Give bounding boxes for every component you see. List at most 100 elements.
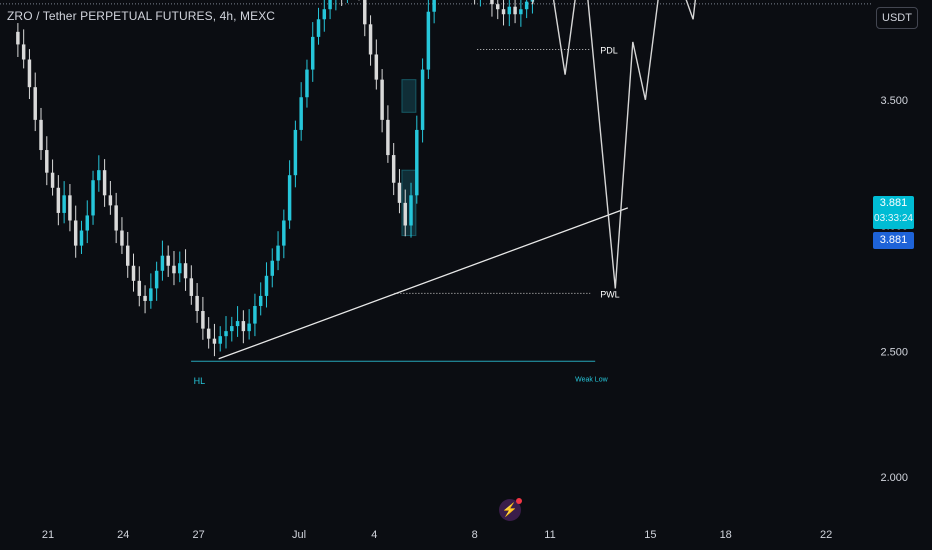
level-label-pdl: PDL: [600, 45, 618, 55]
candle-body: [230, 326, 234, 332]
candle-body: [311, 36, 315, 70]
candle-body: [183, 263, 188, 279]
candle-body: [363, 0, 367, 25]
candle-body: [143, 295, 147, 301]
candle-body: [328, 0, 332, 10]
candle-body: [415, 129, 419, 196]
y-tick-label: 2.500: [880, 346, 908, 358]
current-price-value: 3.881: [879, 197, 908, 209]
candle-body: [235, 321, 240, 327]
candle-body: [21, 44, 26, 60]
candle-body: [519, 9, 523, 15]
candle-body: [305, 69, 309, 98]
candle-body: [224, 331, 228, 337]
candle-body: [50, 172, 55, 188]
candle-body: [16, 31, 20, 45]
candle-body: [91, 180, 95, 216]
candle-body: [114, 205, 118, 231]
candle-body: [62, 195, 66, 213]
last-price-tag: 3.881: [873, 232, 914, 249]
currency-button[interactable]: USDT: [876, 7, 918, 29]
bar-countdown: 03:33:24: [874, 213, 913, 224]
candle-body: [68, 195, 72, 221]
x-tick-label: 27: [192, 529, 204, 541]
x-tick-label: 18: [720, 529, 732, 541]
candle-body: [432, 0, 436, 12]
x-tick-label: 15: [644, 529, 656, 541]
candle-body: [27, 59, 32, 88]
candle-body: [149, 288, 153, 301]
candle-body: [287, 175, 292, 221]
candle-body: [426, 11, 431, 70]
candle-body: [120, 230, 124, 246]
x-tick-label: 24: [117, 529, 129, 541]
candle-body: [247, 323, 251, 332]
candle-body: [56, 187, 61, 213]
x-tick-label: 11: [544, 529, 555, 541]
x-tick-label: 4: [371, 529, 377, 541]
candle-body: [496, 4, 500, 10]
candle-body: [507, 6, 512, 15]
candle-body: [160, 255, 165, 271]
candle-body: [108, 195, 113, 206]
candle-body: [368, 24, 373, 55]
candle-body: [316, 19, 321, 37]
candle-body: [189, 278, 194, 296]
x-tick-label: Jul: [292, 529, 306, 541]
candle-body: [97, 170, 101, 181]
candle-body: [218, 336, 222, 344]
chart-title: ZRO / Tether PERPETUAL FUTURES, 4h, MEXC: [7, 9, 276, 23]
candle-body: [513, 6, 517, 15]
candle-body: [391, 155, 396, 183]
candle-body: [212, 338, 217, 344]
annotation-hl: HL: [194, 376, 206, 386]
order-block-box: [401, 169, 417, 237]
candle-body: [85, 215, 89, 231]
candle-body: [241, 321, 246, 332]
candle-body: [386, 119, 390, 156]
candle-body: [374, 54, 379, 80]
candle-body: [276, 245, 280, 261]
candle-body: [490, 0, 494, 5]
candle-body: [33, 87, 37, 120]
candle-body: [178, 263, 182, 274]
candle-body: [293, 129, 298, 176]
candle-body: [166, 255, 170, 266]
candle-body: [270, 260, 274, 276]
level-label-pwl: PWL: [600, 289, 620, 299]
candle-body: [79, 230, 84, 246]
y-tick-label: 2.000: [880, 472, 908, 484]
candle-body: [397, 182, 402, 203]
trendline: [218, 207, 629, 360]
candle-body: [195, 295, 199, 312]
candle-body: [102, 170, 107, 196]
candle-body: [73, 220, 78, 246]
flash-icon[interactable]: ⚡: [499, 498, 522, 521]
x-tick-label: 21: [42, 529, 54, 541]
candle-body: [258, 295, 263, 306]
candle-body: [253, 305, 257, 324]
notification-dot: [516, 498, 522, 504]
x-tick-label: 8: [472, 529, 478, 541]
y-tick-label: 3.500: [880, 95, 908, 107]
order-block-box: [401, 79, 417, 113]
candle-body: [264, 275, 269, 296]
candle-body: [380, 79, 384, 120]
candle-body: [282, 220, 286, 246]
candle-body: [172, 265, 176, 274]
projection-path: [531, 0, 697, 289]
candle-body: [137, 280, 142, 296]
candle-body: [125, 245, 130, 266]
candle-body: [322, 9, 327, 20]
candle-body: [501, 9, 506, 15]
candle-body: [39, 119, 43, 151]
candle-body: [409, 195, 413, 226]
candle-body: [299, 97, 303, 130]
candle-body: [420, 69, 425, 130]
candle-body: [524, 1, 529, 10]
candle-body: [206, 328, 211, 339]
candle-body: [131, 265, 136, 281]
candle-body: [201, 311, 205, 329]
candle-body: [45, 150, 49, 173]
